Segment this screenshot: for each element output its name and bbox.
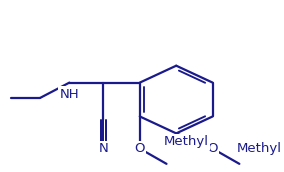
Text: O: O	[207, 142, 218, 155]
Text: Methyl: Methyl	[164, 135, 209, 148]
Text: Methyl: Methyl	[237, 142, 282, 155]
Text: NH: NH	[60, 88, 79, 101]
Text: N: N	[99, 142, 108, 155]
Text: O: O	[135, 142, 145, 155]
